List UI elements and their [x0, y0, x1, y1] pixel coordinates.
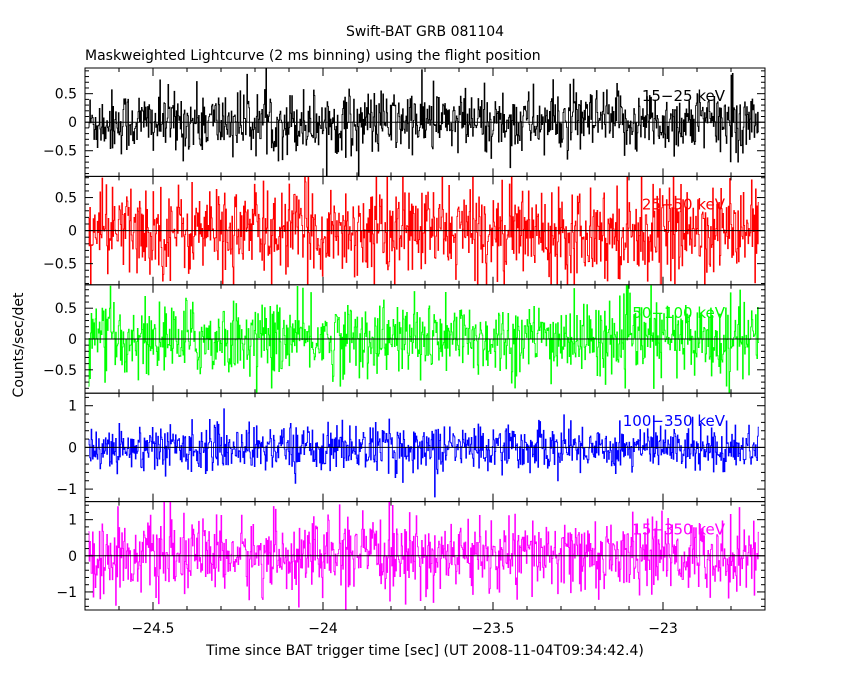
x-tick-label: −24	[308, 621, 338, 637]
y-tick-label: 0.5	[55, 301, 77, 317]
x-tick-label: −24.5	[132, 621, 175, 637]
y-tick-label: 0	[68, 115, 77, 131]
band-label: 15−350 keV	[632, 521, 725, 539]
x-tick-label: −23	[648, 621, 678, 637]
y-tick-label: −0.5	[43, 257, 77, 273]
y-tick-label: 0	[68, 224, 77, 240]
y-tick-label: −1	[56, 585, 77, 601]
y-tick-label: 0	[68, 332, 77, 348]
y-tick-label: 0	[68, 440, 77, 456]
x-tick-label: −23.5	[472, 621, 515, 637]
series-line-0	[88, 68, 759, 177]
y-tick-label: −0.5	[43, 144, 77, 160]
y-tick-label: 0.5	[55, 87, 77, 103]
y-tick-label: 0	[68, 549, 77, 565]
y-tick-label: −1	[56, 482, 77, 498]
y-tick-label: 1	[68, 513, 77, 529]
panels-group: 15−25 keV −0.5 0 0.5 25−50 keV −0.5 0 0.5 50−100…	[43, 67, 766, 637]
y-tick-label: −0.5	[43, 363, 77, 379]
series-line-4	[88, 501, 759, 611]
band-label: 25−50 keV	[642, 195, 726, 213]
chart-title: Swift-BAT GRB 081104	[346, 24, 504, 40]
x-axis-label: Time since BAT trigger time [sec] (UT 20…	[205, 643, 644, 659]
y-tick-label: 1	[68, 399, 77, 415]
band-label: 15−25 keV	[642, 87, 726, 105]
series-line-2	[88, 284, 759, 394]
band-label: 100−350 keV	[623, 412, 726, 430]
band-label: 50−100 keV	[632, 304, 725, 322]
y-tick-label: 0.5	[55, 191, 77, 207]
series-line-1	[88, 176, 759, 285]
series-line-3	[88, 408, 759, 498]
chart-subtitle: Maskweighted Lightcurve (2 ms binning) u…	[85, 48, 541, 64]
y-axis-label: Counts/sec/det	[11, 292, 27, 397]
